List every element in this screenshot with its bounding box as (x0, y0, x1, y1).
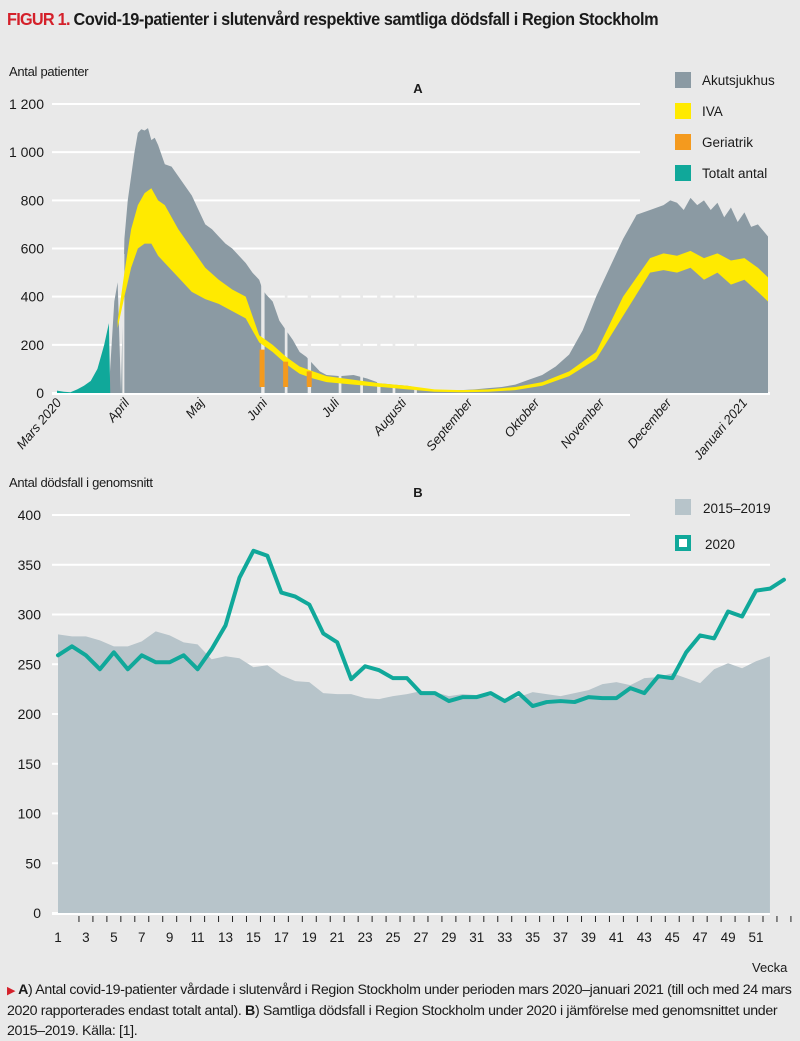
chart-b-xtick-label: 5 (110, 930, 118, 945)
chart-a-ytick-label: 200 (21, 337, 45, 353)
chart-b-xtick-label: 49 (721, 930, 736, 945)
chart-b-xtick-label: 3 (82, 930, 90, 945)
caption-a-text: ) Antal covid-19-patienter vårdade i slu… (7, 982, 792, 1019)
legend-b-swatch-2015-2019 (675, 499, 691, 515)
chart-a-area-akutsjukhus (109, 128, 768, 394)
legend-b-swatch-2020 (675, 535, 691, 551)
figure-label: FIGUR 1. (7, 9, 71, 29)
chart-b-xtick-label: 7 (138, 930, 146, 945)
chart-b-ytick-label: 0 (33, 905, 41, 921)
legend-a-label: Geriatrik (702, 135, 753, 150)
chart-a-data-gap (122, 254, 125, 393)
legend-a-label: IVA (702, 104, 723, 119)
chart-a-bar-geriatrik (283, 361, 289, 387)
chart-b-xtick-label: 1 (54, 930, 62, 945)
chart-b-xtick-label: 39 (581, 930, 596, 945)
chart-a-panel-label: A (413, 81, 423, 96)
caption-b-text: ) Samtliga dödsfall i Region Stockholm u… (7, 1003, 778, 1039)
chart-b-xtick-label: 37 (553, 930, 568, 945)
chart-b-ytick-label: 200 (18, 706, 42, 722)
chart-a-data-gap (338, 254, 342, 393)
chart-a-area-totalt-antal (57, 323, 111, 393)
chart-b-ytick-label: 50 (25, 855, 41, 871)
chart-b-xtick-label: 11 (191, 930, 205, 945)
chart-b-xtick-label: 17 (274, 930, 289, 945)
chart-a-ytick-label: 1 000 (9, 144, 44, 160)
figure-title-text: Covid-19-patienter i slutenvård respekti… (73, 9, 659, 29)
chart-a-data-gap (392, 254, 396, 393)
chart-b-xtick-label: 23 (358, 930, 373, 945)
chart-b-xtick-label: 41 (609, 930, 624, 945)
figure-title: FIGUR 1. Covid-19-patienter i slutenvård … (7, 9, 659, 30)
chart-b-xtick-label: 13 (218, 930, 233, 945)
chart-a-data-gap (284, 254, 288, 393)
chart-a-ylabel: Antal patienter (9, 64, 89, 79)
legend-b-label: 2015–2019 (703, 501, 771, 516)
chart-a-ytick-label: 1 200 (9, 96, 44, 112)
chart-a-data-gap (414, 254, 417, 393)
caption-marker-icon: ▶ (7, 985, 16, 997)
chart-b-xtick-label: 29 (441, 930, 456, 945)
legend-a-swatch-akutsjukhus (675, 72, 691, 88)
chart-a-bar-geriatrik (306, 371, 312, 387)
chart-b-xtick-label: 25 (386, 930, 401, 945)
chart-b-xtick-label: 19 (302, 930, 317, 945)
chart-b-ylabel: Antal dödsfall i genomsnitt (9, 475, 153, 490)
chart-b-xtick-label: 21 (330, 930, 345, 945)
chart-b-xtick-label: 15 (246, 930, 261, 945)
chart-b-xtick-label: 51 (748, 930, 763, 945)
chart-b-xtick-label: 35 (525, 930, 540, 945)
chart-b-area-2015-2019 (58, 631, 770, 913)
chart-b-panel-label: B (413, 485, 422, 500)
caption-b-label: B (245, 1003, 255, 1019)
chart-a-ytick-label: 0 (36, 385, 44, 401)
legend-b-label: 2020 (705, 537, 735, 552)
figure-caption: ▶ A) Antal covid-19-patienter vårdade i s… (7, 980, 797, 1041)
chart-a-data-gap (307, 254, 312, 393)
chart-a-data-gap (360, 254, 363, 393)
chart-a-data-gap (261, 254, 265, 393)
chart-a-bar-geriatrik (259, 349, 265, 387)
chart-b-ytick-label: 400 (18, 507, 42, 523)
chart-b-ytick-label: 100 (18, 806, 42, 822)
chart-b-ytick-label: 350 (18, 557, 42, 573)
chart-b-xtick-label: 31 (469, 930, 484, 945)
legend-a-swatch-totalt-antal (675, 165, 691, 181)
legend-a-label: Akutsjukhus (702, 73, 775, 88)
chart-a-area-iva (117, 188, 768, 393)
chart-b-xtick-label: 45 (665, 930, 680, 945)
chart-b-ytick-label: 250 (18, 656, 42, 672)
legend-a-swatch-geriatrik (675, 134, 691, 150)
chart-a-ytick-label: 800 (21, 192, 45, 208)
chart-b-xtick-label: 47 (693, 930, 708, 945)
chart-a-ytick-label: 400 (21, 289, 45, 305)
chart-b-ytick-label: 300 (18, 607, 42, 623)
chart-b-xtick-label: 27 (413, 930, 428, 945)
legend-a-label: Totalt antal (702, 166, 767, 181)
chart-b-xlabel: Vecka (752, 960, 788, 975)
chart-a-data-gap (377, 254, 381, 393)
caption-a-label: A (18, 982, 29, 998)
chart-a-ytick-label: 600 (21, 241, 45, 257)
chart-b-xtick-label: 33 (497, 930, 512, 945)
chart-b-ytick-label: 150 (18, 756, 42, 772)
chart-b-xtick-label: 43 (637, 930, 652, 945)
chart-b-xtick-label: 9 (166, 930, 174, 945)
legend-a-swatch-iva (675, 103, 691, 119)
